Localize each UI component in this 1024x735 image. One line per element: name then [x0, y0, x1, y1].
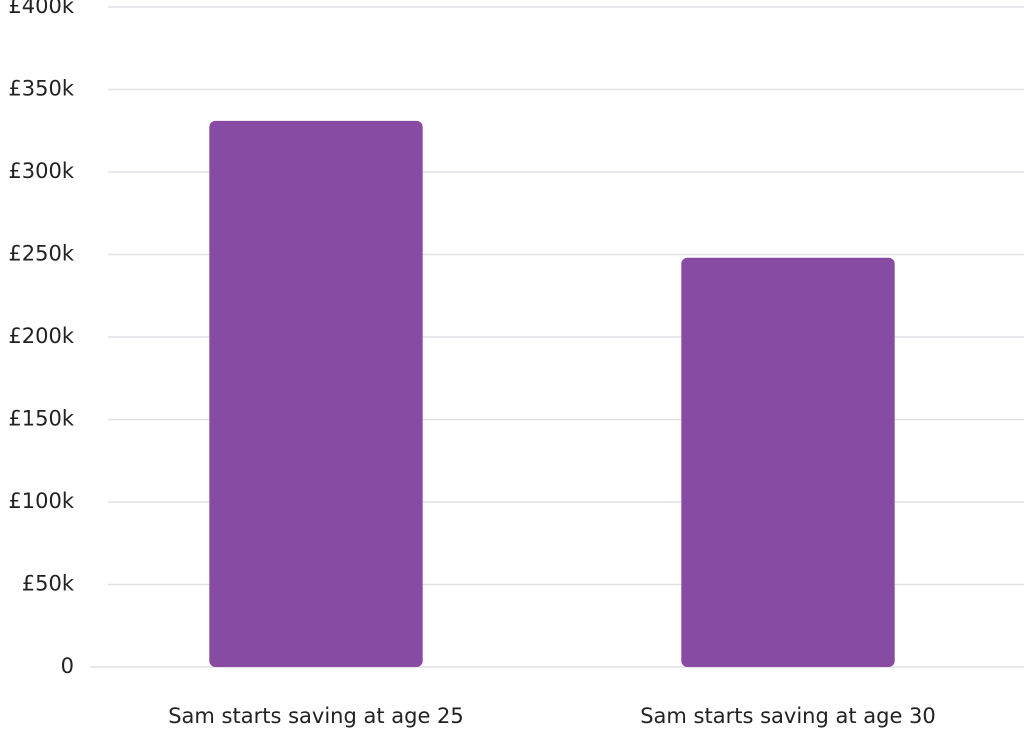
- y-tick-label: £350k: [8, 77, 74, 101]
- bar: [681, 257, 895, 667]
- bar: [209, 120, 423, 668]
- y-tick-label: £100k: [8, 489, 74, 513]
- y-tick-label: £200k: [8, 324, 74, 348]
- y-tick-label: £400k: [8, 0, 74, 18]
- y-tick-label: 0: [61, 654, 74, 678]
- y-tick-label: £250k: [8, 242, 74, 266]
- x-tick-label: Sam starts saving at age 30: [640, 704, 936, 728]
- x-tick-label: Sam starts saving at age 25: [168, 704, 464, 728]
- y-tick-label: £150k: [8, 407, 74, 431]
- y-tick-label: £50k: [22, 572, 75, 596]
- y-tick-label: £300k: [8, 159, 74, 183]
